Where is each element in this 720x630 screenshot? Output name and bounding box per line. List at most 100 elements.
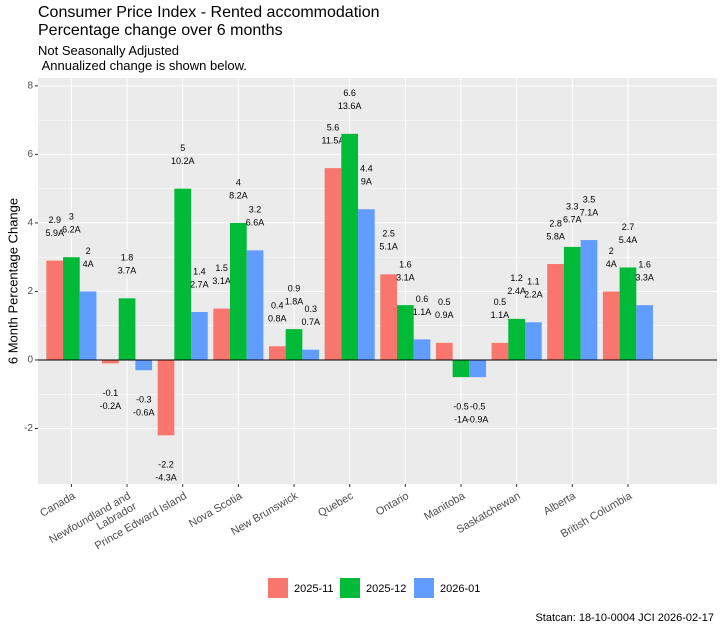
bar [174,188,192,360]
bar [213,308,231,360]
bar [324,168,342,360]
legend-label: 2026-01 [440,583,480,595]
bar [358,209,375,360]
value-label: -0.1 [103,388,119,398]
value-label: 3.5 [583,194,596,204]
chart-subtitle: Not Seasonally Adjusted Annualized chang… [38,43,247,73]
bar [380,274,397,360]
value-label: 1.8 [121,253,134,263]
annualized-label: 3.7A [118,266,137,276]
bar [302,349,320,360]
bar [191,312,208,360]
bar [396,305,414,360]
value-label: -0.5 [470,401,486,411]
bar [102,359,119,364]
value-label: 1.2 [510,273,523,283]
value-label: 5 [180,143,185,153]
bar [547,264,564,360]
bar [524,322,542,360]
bar [118,298,136,360]
bar [435,342,453,360]
y-tick-label: 8 [27,81,33,92]
value-label: 2.7 [622,222,635,232]
value-label: 0.5 [494,297,507,307]
bar [413,339,431,360]
value-label: 1.6 [399,260,412,270]
annualized-label: 7.1A [580,207,599,217]
annualized-label: -0.2A [100,401,122,411]
legend-key [414,578,434,598]
annualized-label: 0.9A [435,310,454,320]
value-label: -0.5 [453,401,469,411]
bar [636,305,653,360]
bar [268,346,286,360]
annualized-label: 0.8A [268,314,287,324]
bar [452,359,470,378]
annualized-label: 2.2A [524,290,543,300]
value-label: 2.9 [48,215,61,225]
bar [491,342,509,360]
value-label: 0.3 [304,304,317,314]
value-label: 2.8 [549,218,562,228]
value-label: 2 [86,246,91,256]
value-label: 1.4 [193,266,206,276]
annualized-label: 0.7A [301,317,320,327]
annualized-label: -1A [454,414,468,424]
value-label: 0.9 [288,284,301,294]
value-label: 1.6 [638,260,651,270]
value-label: -2.2 [158,460,174,470]
legend-label: 2025-11 [294,583,334,595]
bar [602,291,620,360]
annualized-label: 6.7A [563,214,582,224]
annualized-label: -0.6A [133,408,155,418]
value-label: 0.5 [438,297,451,307]
annualized-label: 4A [606,259,617,269]
value-label: 4 [236,177,241,187]
value-label: 6.6 [343,88,356,98]
annualized-label: 1.1A [413,307,432,317]
value-label: 0.6 [416,294,429,304]
value-label: 1.1 [527,277,540,287]
bar [619,267,637,360]
annualized-label: 2.4A [507,286,526,296]
bar [135,359,153,371]
y-tick-label: 2 [27,286,33,297]
value-label: 5.6 [327,122,340,132]
annualized-label: 9A [361,177,372,187]
bar [580,240,598,360]
value-label: 3.2 [249,205,262,215]
bar [230,222,247,360]
bar [157,359,175,436]
y-tick-label: 4 [27,218,33,229]
value-label: 2.5 [382,229,395,239]
y-tick-label: 0 [27,355,33,366]
annualized-label: 13.6A [338,101,362,111]
bar [246,250,264,360]
annualized-label: 3.1A [396,273,415,283]
bar [508,318,525,360]
value-label: 0.4 [271,301,284,311]
bar [46,260,64,360]
y-tick-label: 6 [27,149,33,160]
value-label: 3.3 [566,201,579,211]
annualized-label: 6.6A [246,218,265,228]
legend-label: 2025-12 [366,583,406,595]
annualized-label: 6.2A [62,225,81,235]
panel [38,78,717,484]
caption: Statcan: 18-10-0004 JCI 2026-02-17 [535,612,714,624]
bar [341,133,359,360]
bar [563,246,581,360]
bar [469,359,487,378]
bar [79,291,97,360]
value-label: 4.4 [360,164,373,174]
annualized-label: -0.9A [467,414,489,424]
annualized-label: 4A [83,259,94,269]
annualized-label: 3.1A [212,276,231,286]
value-label: -0.3 [136,395,152,405]
annualized-label: 1.1A [491,310,510,320]
value-label: 2 [609,246,614,256]
annualized-label: -4.3A [155,473,177,483]
bar [63,257,80,360]
